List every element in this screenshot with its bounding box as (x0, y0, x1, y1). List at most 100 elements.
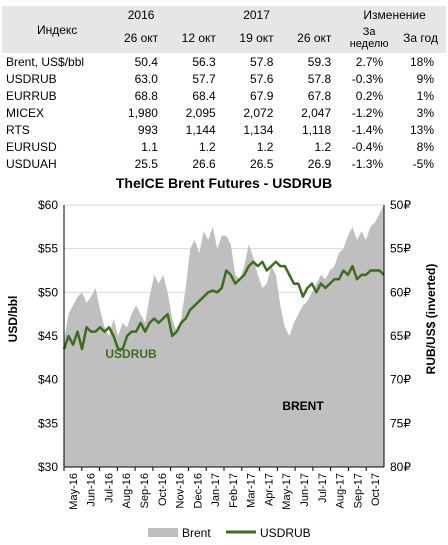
row-label: EURRUB (6, 88, 57, 103)
y-tick-label: $30 (38, 460, 58, 474)
y2-tick-label: 75₽ (390, 416, 411, 430)
table-row: USDUAH 25.5 26.6 26.5 26.9 -1.3% -5% (2, 155, 446, 172)
table-row: RTS 993 1,144 1,134 1,118 -1.4% 13% (2, 121, 446, 138)
row-label: MICEX (6, 105, 45, 120)
row-label: EURUSD (6, 139, 57, 154)
change-header: Изменение (363, 7, 426, 22)
table-cell: 50.4 (134, 54, 158, 69)
row-label: RTS (6, 122, 30, 137)
table-cell: 2,095 (185, 105, 216, 120)
table-cell: 1,118 (302, 122, 332, 137)
table-cell: 8% (416, 139, 434, 154)
year-2016-header: 2016 (127, 7, 155, 22)
y2-tick-label: 50₽ (390, 198, 411, 212)
table-cell: -0.3% (351, 71, 384, 86)
col-header: За неделю (349, 26, 389, 50)
table-cell: 2,047 (301, 105, 332, 120)
table-cell: 63.0 (134, 71, 158, 86)
table-cell: -1.4% (351, 122, 384, 137)
chart-title: TheICE Brent Futures - USDRUB (116, 175, 332, 191)
legend: Brent USDRUB (148, 526, 311, 540)
table-cell: -0.4% (351, 139, 384, 154)
col-header: 26 окт (123, 31, 159, 45)
y2-axis-label: RUB/US$ (inverted) (424, 264, 438, 375)
table-cell: 67.9 (250, 88, 274, 103)
table-cell: 993 (137, 122, 158, 137)
table-cell: 1.2 (198, 139, 216, 154)
table-cell: 1,144 (185, 122, 216, 137)
row-label: USDRUB (6, 71, 57, 86)
table-cell: 57.8 (307, 71, 332, 86)
table-cell: 57.7 (192, 71, 216, 86)
y-tick-label: $55 (38, 242, 58, 256)
col-header: За год (403, 31, 438, 45)
table-cell: 1,980 (127, 105, 158, 120)
table-cell: 59.3 (307, 54, 332, 69)
row-label: USDUAH (6, 156, 57, 171)
table-cell: 9% (416, 71, 434, 86)
table-cell: 26.9 (307, 156, 332, 171)
table-row: EURUSD 1.1 1.2 1.2 1.2 -0.4% 8% (2, 138, 446, 155)
brent-area (64, 205, 384, 467)
x-tick-label: Jun-16 (86, 473, 98, 507)
y-tick-label: $45 (38, 329, 58, 343)
y2-tick-label: 60₽ (390, 285, 411, 299)
table-cell: 68.4 (192, 88, 216, 103)
x-tick-label: Nov-16 (175, 473, 187, 508)
table-cell: -1.3% (351, 156, 384, 171)
y-tick-label: $40 (38, 373, 58, 387)
index-header: Индекс (36, 22, 78, 37)
x-tick-label: Sep-16 (139, 473, 151, 508)
x-tick-label: Aug-17 (335, 473, 347, 508)
y2-tick-label: 80₽ (390, 460, 411, 474)
table-cell: 26.5 (250, 156, 274, 171)
table-row: EURRUB 68.8 68.4 67.9 67.8 0.2% 1% (2, 87, 446, 104)
y-tick-label: $35 (38, 416, 58, 430)
table-cell: 1.2 (314, 139, 332, 154)
brent-annotation: BRENT (282, 399, 324, 413)
col-header: 12 окт (181, 31, 216, 45)
table-row: MICEX 1,980 2,095 2,072 2,047 -1.2% 3% (2, 104, 446, 121)
table-cell: 1,134 (243, 122, 274, 137)
x-tick-label: Jun-17 (299, 473, 311, 507)
row-label: Brent, US$/bbl (6, 54, 85, 69)
table-cell: 1.2 (256, 139, 274, 154)
y2-tick-label: 55₽ (390, 242, 411, 256)
x-tick-label: Sep-17 (352, 473, 364, 508)
x-tick-label: Jul-17 (317, 473, 329, 503)
table-cell: 18% (409, 54, 434, 69)
table-cell: 57.8 (250, 54, 274, 69)
year-2017-header: 2017 (243, 7, 270, 22)
market-table: Индекс 2016 2017 Изменение 26 окт 12 окт… (2, 6, 446, 172)
table-cell: 3% (416, 105, 434, 120)
y-tick-label: $50 (38, 285, 58, 299)
x-tick-label: Feb-17 (228, 473, 240, 508)
table-row: Brent, US$/bbl 50.4 56.3 57.8 59.3 2.7% … (2, 53, 446, 70)
legend-swatch-brent (148, 528, 178, 537)
table-cell: 25.5 (134, 156, 158, 171)
table-cell: 2.7% (355, 54, 384, 69)
x-tick-label: May-17 (281, 473, 293, 510)
col-header: 19 окт (239, 31, 274, 45)
table-cell: 56.3 (192, 54, 216, 69)
x-tick-label: Dec-16 (192, 473, 204, 508)
table-cell: 0.2% (355, 88, 384, 103)
y-tick-label: $60 (38, 198, 58, 212)
x-tick-label: May-16 (68, 473, 80, 510)
col-header: 26 окт (297, 31, 332, 45)
table-cell: -1.2% (351, 105, 384, 120)
x-tick-label: Jan-17 (210, 473, 222, 507)
series-layer (62, 205, 385, 467)
legend-label-usdrub: USDRUB (260, 526, 311, 540)
table-cell: 26.6 (192, 156, 216, 171)
x-tick-label: Mar-17 (246, 473, 258, 508)
x-tick-label: Apr-17 (263, 473, 275, 506)
table-cell: 67.8 (307, 88, 332, 103)
x-tick-label: Aug-16 (121, 473, 133, 508)
x-tick-label: Oct-16 (157, 473, 169, 506)
table-cell: 1% (416, 88, 434, 103)
table-cell: 57.6 (250, 71, 274, 86)
y2-tick-label: 70₽ (390, 373, 411, 387)
table-cell: -5% (412, 156, 434, 171)
axes: $30 80₽ $35 75₽ $40 70₽ $45 65₽ $50 60₽ $55 55₽ $60 5… (38, 198, 411, 510)
